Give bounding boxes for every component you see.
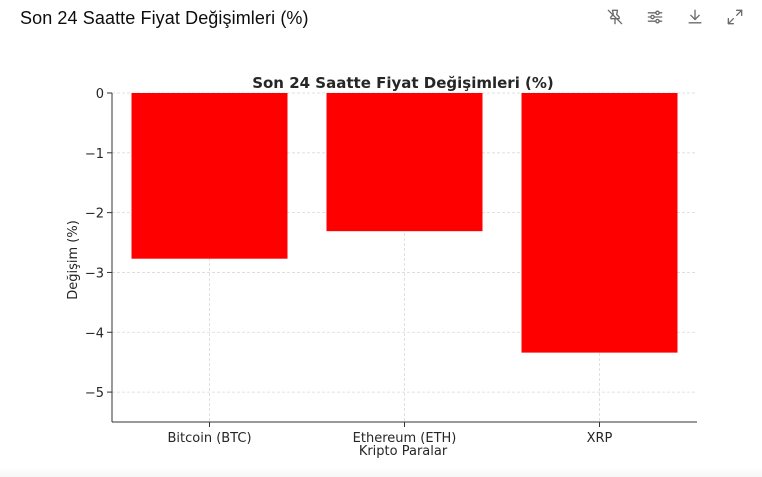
y-tick-label: −5 xyxy=(85,386,104,401)
sliders-icon xyxy=(647,10,663,24)
sliders-button[interactable] xyxy=(644,6,666,28)
expand-icon xyxy=(727,9,743,25)
x-tick-label: Ethereum (ETH) xyxy=(353,431,457,446)
y-axis-label: Değişim (%) xyxy=(66,220,81,300)
x-axis-label: Kripto Paralar xyxy=(359,444,448,459)
y-ticks: 0 −1 −2 −3 −4 −5 xyxy=(85,87,112,401)
y-tick-label: −1 xyxy=(85,147,104,162)
pin-off-button[interactable] xyxy=(604,6,626,28)
y-tick-label: 0 xyxy=(96,87,104,102)
y-tick-label: −2 xyxy=(85,207,104,222)
bar-2 xyxy=(326,93,483,232)
bar-chart: Son 24 Saatte Fiyat Değişimleri (%) 0 −1 −… xyxy=(66,74,697,459)
chart-container: Son 24 Saatte Fiyat Değişimleri (%) 0 −1 −… xyxy=(0,62,762,467)
chart-toolbar xyxy=(604,6,746,28)
expand-button[interactable] xyxy=(724,6,746,28)
download-icon xyxy=(688,9,702,24)
y-tick-label: −3 xyxy=(85,266,104,281)
page-title: Son 24 Saatte Fiyat Değişimleri (%) xyxy=(20,8,309,28)
bar-1 xyxy=(131,93,288,259)
bottom-edge xyxy=(0,467,762,477)
y-tick-label: −4 xyxy=(85,326,104,341)
download-button[interactable] xyxy=(684,6,706,28)
chart-title: Son 24 Saatte Fiyat Değişimleri (%) xyxy=(252,74,554,92)
x-tick-label: XRP xyxy=(587,431,613,446)
pin-off-icon xyxy=(607,9,623,25)
x-ticks: Bitcoin (BTC) Ethereum (ETH) XRP xyxy=(167,422,613,446)
header: Son 24 Saatte Fiyat Değişimleri (%) xyxy=(0,0,762,40)
bar-3 xyxy=(521,93,678,353)
bars xyxy=(131,93,678,353)
x-tick-label: Bitcoin (BTC) xyxy=(167,431,251,446)
